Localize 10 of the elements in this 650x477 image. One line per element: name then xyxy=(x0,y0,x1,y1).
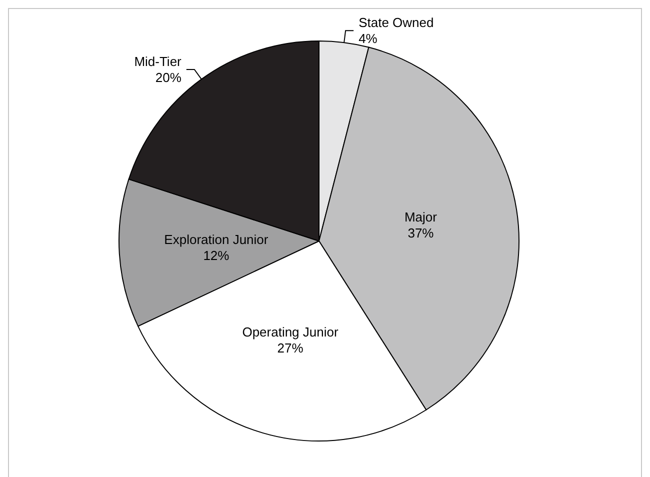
data-label: 12% xyxy=(203,248,230,263)
slice-label: Operating Junior xyxy=(242,324,339,340)
slice-label: Mid-Tier xyxy=(134,54,182,69)
data-label: 37% xyxy=(408,225,434,240)
slice-label: State Owned xyxy=(358,15,434,30)
data-label: 27% xyxy=(277,340,304,356)
slice-label: Exploration Junior xyxy=(164,232,269,247)
slice-label: Major xyxy=(404,209,438,224)
data-label: 4% xyxy=(358,31,378,46)
data-label: 20% xyxy=(155,70,182,85)
